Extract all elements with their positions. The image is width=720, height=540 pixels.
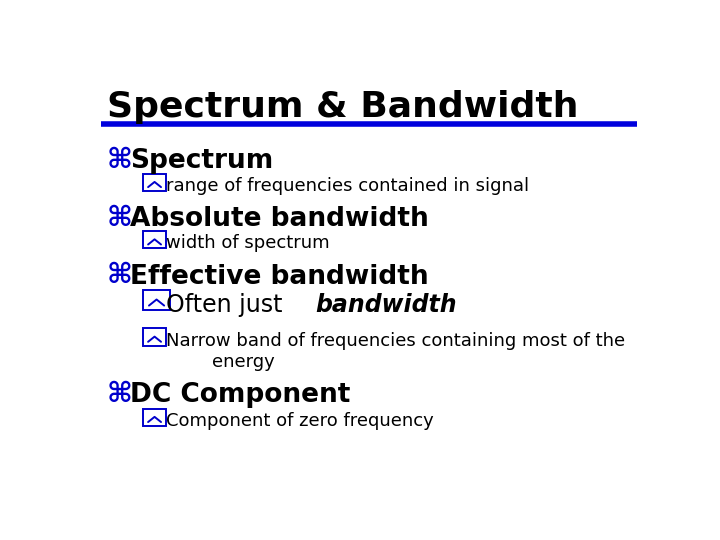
Text: DC Component: DC Component (130, 382, 351, 408)
Text: Spectrum & Bandwidth: Spectrum & Bandwidth (107, 90, 578, 124)
Text: bandwidth: bandwidth (315, 294, 456, 318)
Text: ⌘: ⌘ (107, 380, 132, 408)
Text: Absolute bandwidth: Absolute bandwidth (130, 206, 429, 232)
Text: ⌘: ⌘ (107, 261, 132, 289)
Text: ⌘: ⌘ (107, 204, 132, 232)
Text: ⌘: ⌘ (107, 146, 132, 174)
Text: Often just: Often just (166, 294, 290, 318)
Text: Effective bandwidth: Effective bandwidth (130, 264, 429, 289)
Text: width of spectrum: width of spectrum (166, 234, 330, 252)
Text: range of frequencies contained in signal: range of frequencies contained in signal (166, 177, 530, 195)
Text: Component of zero frequency: Component of zero frequency (166, 412, 434, 430)
Text: Narrow band of frequencies containing most of the
        energy: Narrow band of frequencies containing mo… (166, 332, 626, 370)
Text: Spectrum: Spectrum (130, 148, 274, 174)
